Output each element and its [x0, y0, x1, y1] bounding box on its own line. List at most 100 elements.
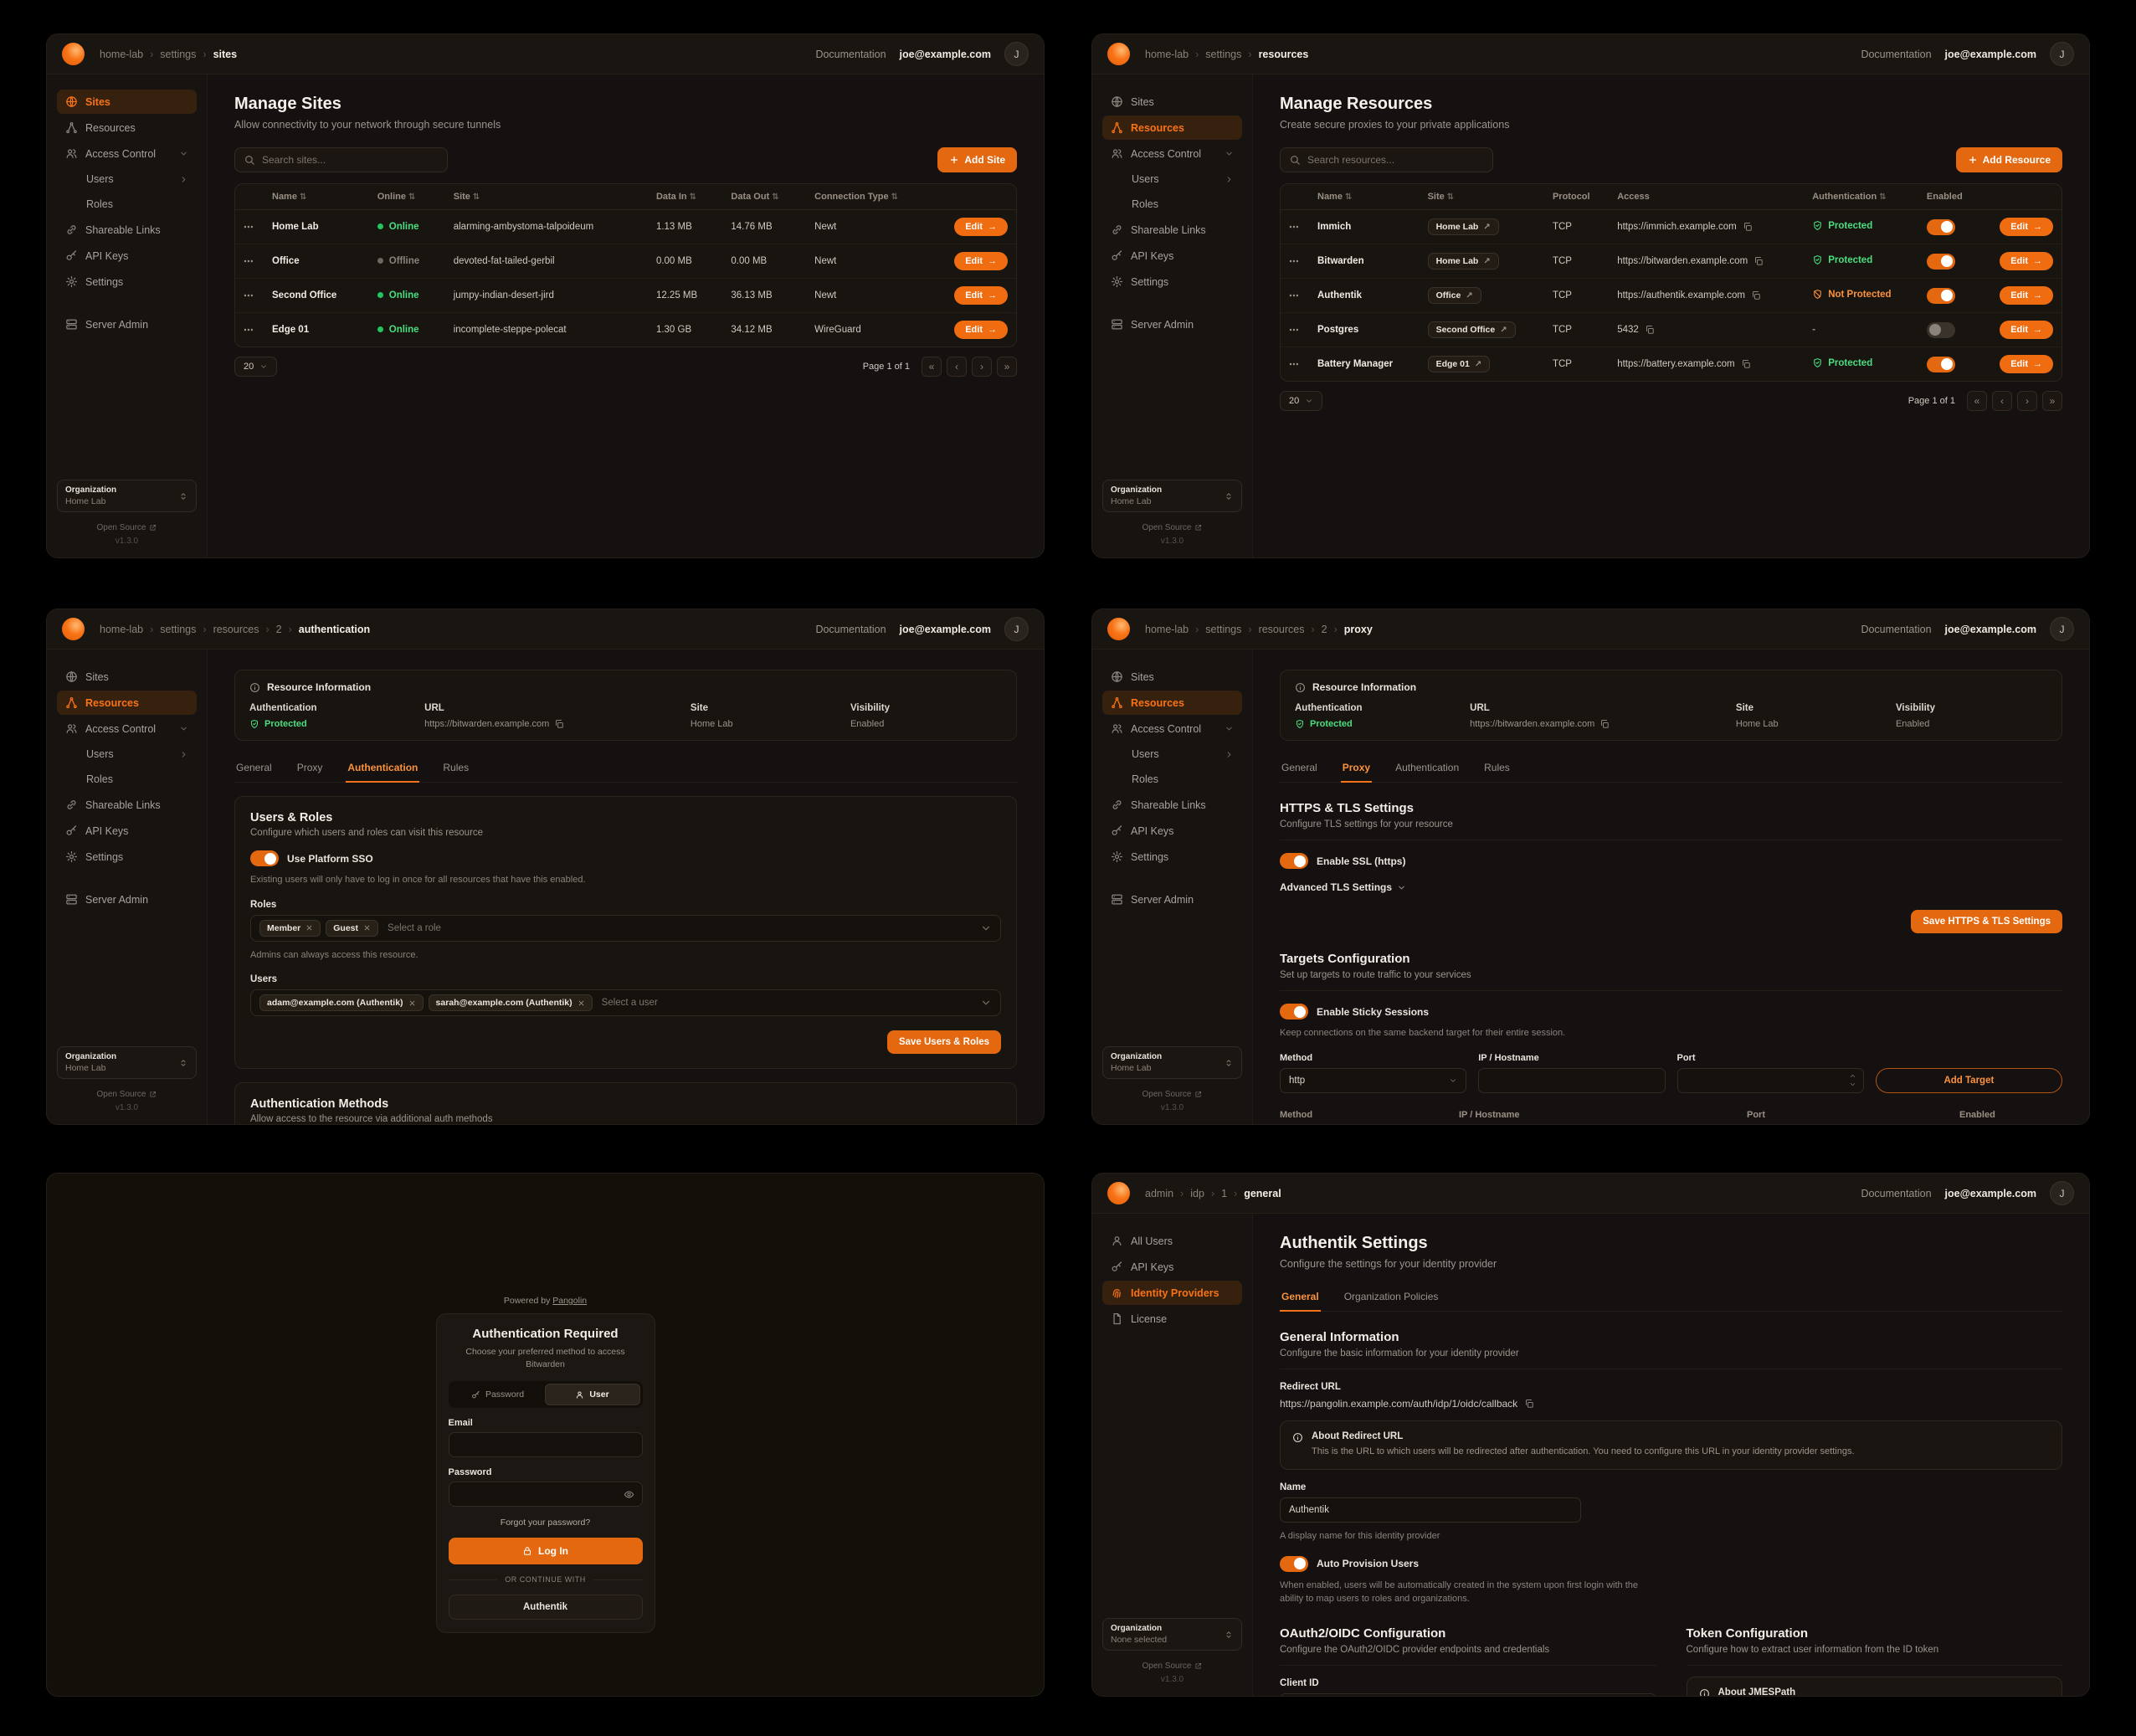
sidebar-item[interactable]: Access Control: [1102, 141, 1242, 166]
breadcrumb-item[interactable]: resources: [1258, 48, 1309, 60]
sidebar-item[interactable]: Access Control: [57, 716, 197, 741]
sidebar-item[interactable]: Roles: [1102, 768, 1242, 791]
save-tls-button[interactable]: Save HTTPS & TLS Settings: [1911, 910, 2062, 933]
email-field[interactable]: [456, 1440, 634, 1451]
breadcrumb-item[interactable]: settings: [1205, 48, 1242, 60]
first-page-button[interactable]: «: [1967, 391, 1987, 411]
add-target-button[interactable]: Add Target: [1875, 1067, 2062, 1093]
user-email[interactable]: joe@example.com: [899, 48, 991, 60]
pangolin-link[interactable]: Pangolin: [552, 1296, 588, 1306]
breadcrumb-item[interactable]: home-lab: [100, 623, 144, 635]
tab[interactable]: General: [1280, 1283, 1321, 1312]
remove-chip-icon[interactable]: [408, 999, 416, 1007]
add-site-button[interactable]: Add Site: [937, 147, 1017, 172]
copy-icon[interactable]: [1645, 325, 1655, 335]
authentik-sso-button[interactable]: Authentik: [448, 1595, 643, 1620]
breadcrumb-item[interactable]: general: [1244, 1187, 1281, 1199]
platform-sso-toggle[interactable]: [250, 850, 279, 866]
sidebar-item[interactable]: Server Admin: [57, 887, 197, 912]
sidebar-item[interactable]: API Keys: [1102, 819, 1242, 843]
advanced-tls-link[interactable]: Advanced TLS Settings: [1280, 881, 1406, 893]
breadcrumb-item[interactable]: home-lab: [1145, 623, 1189, 635]
sidebar-item[interactable]: Identity Providers: [1102, 1281, 1242, 1305]
sort-icon[interactable]: ⇅: [299, 193, 307, 202]
sidebar-item[interactable]: Shareable Links: [1102, 218, 1242, 242]
row-menu-button[interactable]: ⋯: [1289, 360, 1299, 370]
documentation-link[interactable]: Documentation: [1861, 1187, 1932, 1199]
remove-chip-icon[interactable]: [578, 999, 585, 1007]
auto-provision-toggle[interactable]: [1280, 1555, 1308, 1572]
open-source-link[interactable]: Open Source: [1102, 1662, 1242, 1671]
sort-icon[interactable]: ⇅: [472, 193, 480, 202]
breadcrumb-item[interactable]: sites: [213, 48, 238, 60]
site-badge[interactable]: Second Office ↗: [1427, 321, 1516, 338]
breadcrumb-item[interactable]: settings: [160, 623, 197, 635]
user-email[interactable]: joe@example.com: [1944, 623, 2036, 635]
sidebar-item[interactable]: Server Admin: [57, 312, 197, 336]
copy-icon[interactable]: [1599, 719, 1610, 729]
sidebar-item[interactable]: All Users: [1102, 1229, 1242, 1253]
eye-icon[interactable]: [624, 1489, 634, 1500]
avatar[interactable]: J: [2050, 617, 2074, 641]
sidebar-item[interactable]: Settings: [57, 270, 197, 294]
sidebar-item[interactable]: License: [1102, 1307, 1242, 1331]
avatar[interactable]: J: [2050, 42, 2074, 66]
enabled-toggle[interactable]: [1926, 253, 1955, 270]
breadcrumb-item[interactable]: settings: [1205, 623, 1242, 635]
prev-page-button[interactable]: ‹: [1992, 391, 2012, 411]
sidebar-item[interactable]: Server Admin: [1102, 887, 1242, 912]
next-page-button[interactable]: ›: [2017, 391, 2037, 411]
next-page-button[interactable]: ›: [972, 357, 992, 377]
row-menu-button[interactable]: ⋯: [1281, 278, 1309, 313]
search-input[interactable]: [262, 154, 439, 166]
site-badge[interactable]: Office ↗: [1427, 287, 1481, 304]
breadcrumb-item[interactable]: home-lab: [100, 48, 144, 60]
user-email[interactable]: joe@example.com: [1944, 48, 2036, 60]
site-badge[interactable]: Edge 01 ↗: [1427, 356, 1491, 372]
row-menu-button[interactable]: ⋯: [235, 244, 264, 279]
user-email[interactable]: joe@example.com: [899, 623, 991, 635]
documentation-link[interactable]: Documentation: [1861, 623, 1932, 635]
sidebar-item[interactable]: Users: [1102, 167, 1242, 191]
first-page-button[interactable]: «: [922, 357, 942, 377]
forgot-password-link[interactable]: Forgot your password?: [500, 1518, 591, 1528]
breadcrumb-item[interactable]: 2: [275, 623, 282, 635]
edit-button[interactable]: Edit →: [954, 286, 1008, 305]
breadcrumb-item[interactable]: resources: [1258, 623, 1305, 635]
tab[interactable]: Proxy: [296, 762, 323, 773]
sidebar-item[interactable]: Users: [57, 167, 197, 191]
sticky-sessions-toggle[interactable]: [1280, 1004, 1308, 1020]
row-menu-button[interactable]: ⋯: [235, 209, 264, 244]
ssl-toggle[interactable]: [1280, 853, 1308, 869]
breadcrumb-item[interactable]: resources: [213, 623, 259, 635]
prev-page-button[interactable]: ‹: [947, 357, 967, 377]
user-method-tab[interactable]: User: [544, 1384, 640, 1406]
users-select[interactable]: adam@example.com (Authentik) sarah@exampl…: [250, 989, 1001, 1016]
edit-button[interactable]: Edit →: [2000, 252, 2053, 270]
pangolin-logo[interactable]: [1107, 43, 1130, 65]
sidebar-item[interactable]: Access Control: [1102, 716, 1242, 741]
sidebar-item[interactable]: Resources: [57, 691, 197, 715]
avatar[interactable]: J: [1004, 617, 1029, 641]
password-field[interactable]: [456, 1489, 624, 1500]
breadcrumb-item[interactable]: idp: [1190, 1187, 1204, 1199]
edit-button[interactable]: Edit →: [2000, 286, 2053, 305]
tab[interactable]: Rules: [443, 762, 470, 773]
copy-icon[interactable]: [1741, 359, 1751, 369]
page-size-select[interactable]: 20: [234, 357, 278, 377]
enabled-toggle[interactable]: [1926, 218, 1955, 235]
pangolin-logo[interactable]: [62, 43, 85, 65]
avatar[interactable]: J: [2050, 1181, 2074, 1205]
open-source-link[interactable]: Open Source: [1102, 523, 1242, 532]
edit-button[interactable]: Edit →: [954, 321, 1008, 339]
sort-icon[interactable]: ⇅: [689, 193, 697, 202]
tab[interactable]: Authentication: [346, 754, 420, 783]
copy-icon[interactable]: [1524, 1399, 1534, 1409]
breadcrumb-item[interactable]: authentication: [298, 623, 371, 635]
sort-icon[interactable]: ⇅: [772, 193, 779, 202]
breadcrumb-item[interactable]: settings: [160, 48, 197, 60]
row-menu-button[interactable]: ⋯: [1281, 209, 1309, 244]
edit-button[interactable]: Edit →: [2000, 355, 2053, 373]
enabled-toggle[interactable]: [1926, 321, 1955, 338]
org-switcher[interactable]: Organization Home Lab: [1102, 1046, 1242, 1079]
